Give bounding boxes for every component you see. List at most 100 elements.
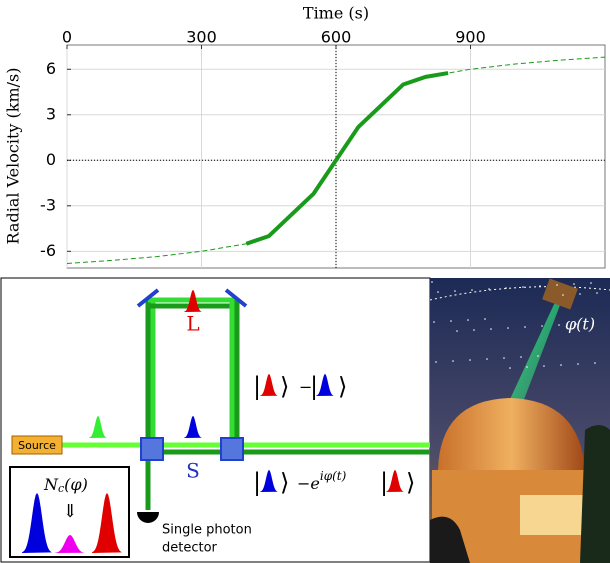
star [456,330,458,332]
svg-text:⟩: ⟩ [280,373,289,401]
y-tick-label: -6 [40,241,56,260]
y-tick-label: 0 [46,150,56,169]
star [490,328,492,330]
star [471,289,473,291]
star [435,361,437,363]
star [539,285,541,287]
source-label: Source [18,439,56,452]
star [520,356,522,358]
source-box [11,435,63,455]
star [575,323,577,325]
pulse [260,374,278,396]
star [486,358,488,360]
svg-text:|: | [380,469,388,498]
star [558,324,560,326]
y-tick-label: 3 [46,104,56,123]
laser-beam [505,300,562,410]
pulse [184,290,202,312]
star [433,321,435,323]
mirror [136,288,160,308]
x-axis-title: Time (s) [303,4,369,23]
y-tick-label: 6 [46,59,56,78]
star [594,362,596,364]
star [543,365,545,367]
star [577,363,579,365]
short-arm-label: S [186,459,200,483]
star [469,359,471,361]
star [452,360,454,362]
data-line [245,71,449,246]
pulse [89,416,107,438]
detector-label: Single photon [162,523,252,538]
x-tick-label: 300 [186,28,217,47]
tree [580,425,610,563]
svg-text:|: | [253,469,261,498]
pulse [92,493,122,553]
star [450,320,452,322]
state-phase-base: −e [297,474,320,493]
data-line [66,56,606,264]
star [431,281,433,283]
svg-text:⟩: ⟩ [280,469,289,497]
diagram: Source L S Single photon detector Nc(φ) … [0,277,610,563]
pulse [316,374,334,396]
star [573,283,575,285]
dome [438,398,585,470]
mirror [224,288,248,308]
star [509,367,511,369]
detector-label: detector [162,541,218,556]
star [590,282,592,284]
star [505,287,507,289]
star [507,327,509,329]
star [592,322,594,324]
pulse [55,535,85,553]
counts-n: N [43,475,59,494]
star [560,364,562,366]
x-tick-label: 900 [455,28,486,47]
y-axis-title: Radial Velocity (km/s) [4,68,23,245]
star [524,326,526,328]
x-tick-label: 0 [62,28,72,47]
star [484,318,486,320]
star [579,293,581,295]
long-arm-label: L [186,312,199,336]
star [537,355,539,357]
phase-label: φ(t) [565,315,595,334]
pulse [260,470,278,492]
detector-icon [137,512,159,523]
pulse [386,470,404,492]
beams [62,297,430,510]
x-tick-label: 600 [321,28,352,47]
star [526,366,528,368]
star [541,325,543,327]
pulse [184,416,202,438]
orbit [429,286,610,301]
beam-splitter [220,437,244,461]
svg-text:|: | [253,373,261,402]
svg-text:|: | [310,373,318,402]
counts-sub: c [58,482,64,495]
star [454,290,456,292]
star [522,286,524,288]
star [467,319,469,321]
star [473,329,475,331]
state-phase: −eiφ(t) [297,469,347,493]
star [488,288,490,290]
chart: Time (s) Radial Velocity (km/s) 0 300 600 9… [4,4,606,269]
state-phase-exp: iφ(t) [320,469,347,483]
beam-splitter [140,437,164,461]
star [556,284,558,286]
svg-text:⟩: ⟩ [338,373,347,401]
counts-arg: (φ) [64,475,88,494]
states: | ⟩ − | ⟩ | ⟩ −eiφ(t) | ⟩ [253,373,415,498]
y-tick-label: -3 [40,195,56,214]
arrow: ⇓ [62,501,77,522]
star [503,357,505,359]
satellite [542,278,578,310]
tree [430,516,470,563]
star [437,291,439,293]
star [562,294,564,296]
counts-label: Nc(φ) [43,475,88,496]
star [596,292,598,294]
